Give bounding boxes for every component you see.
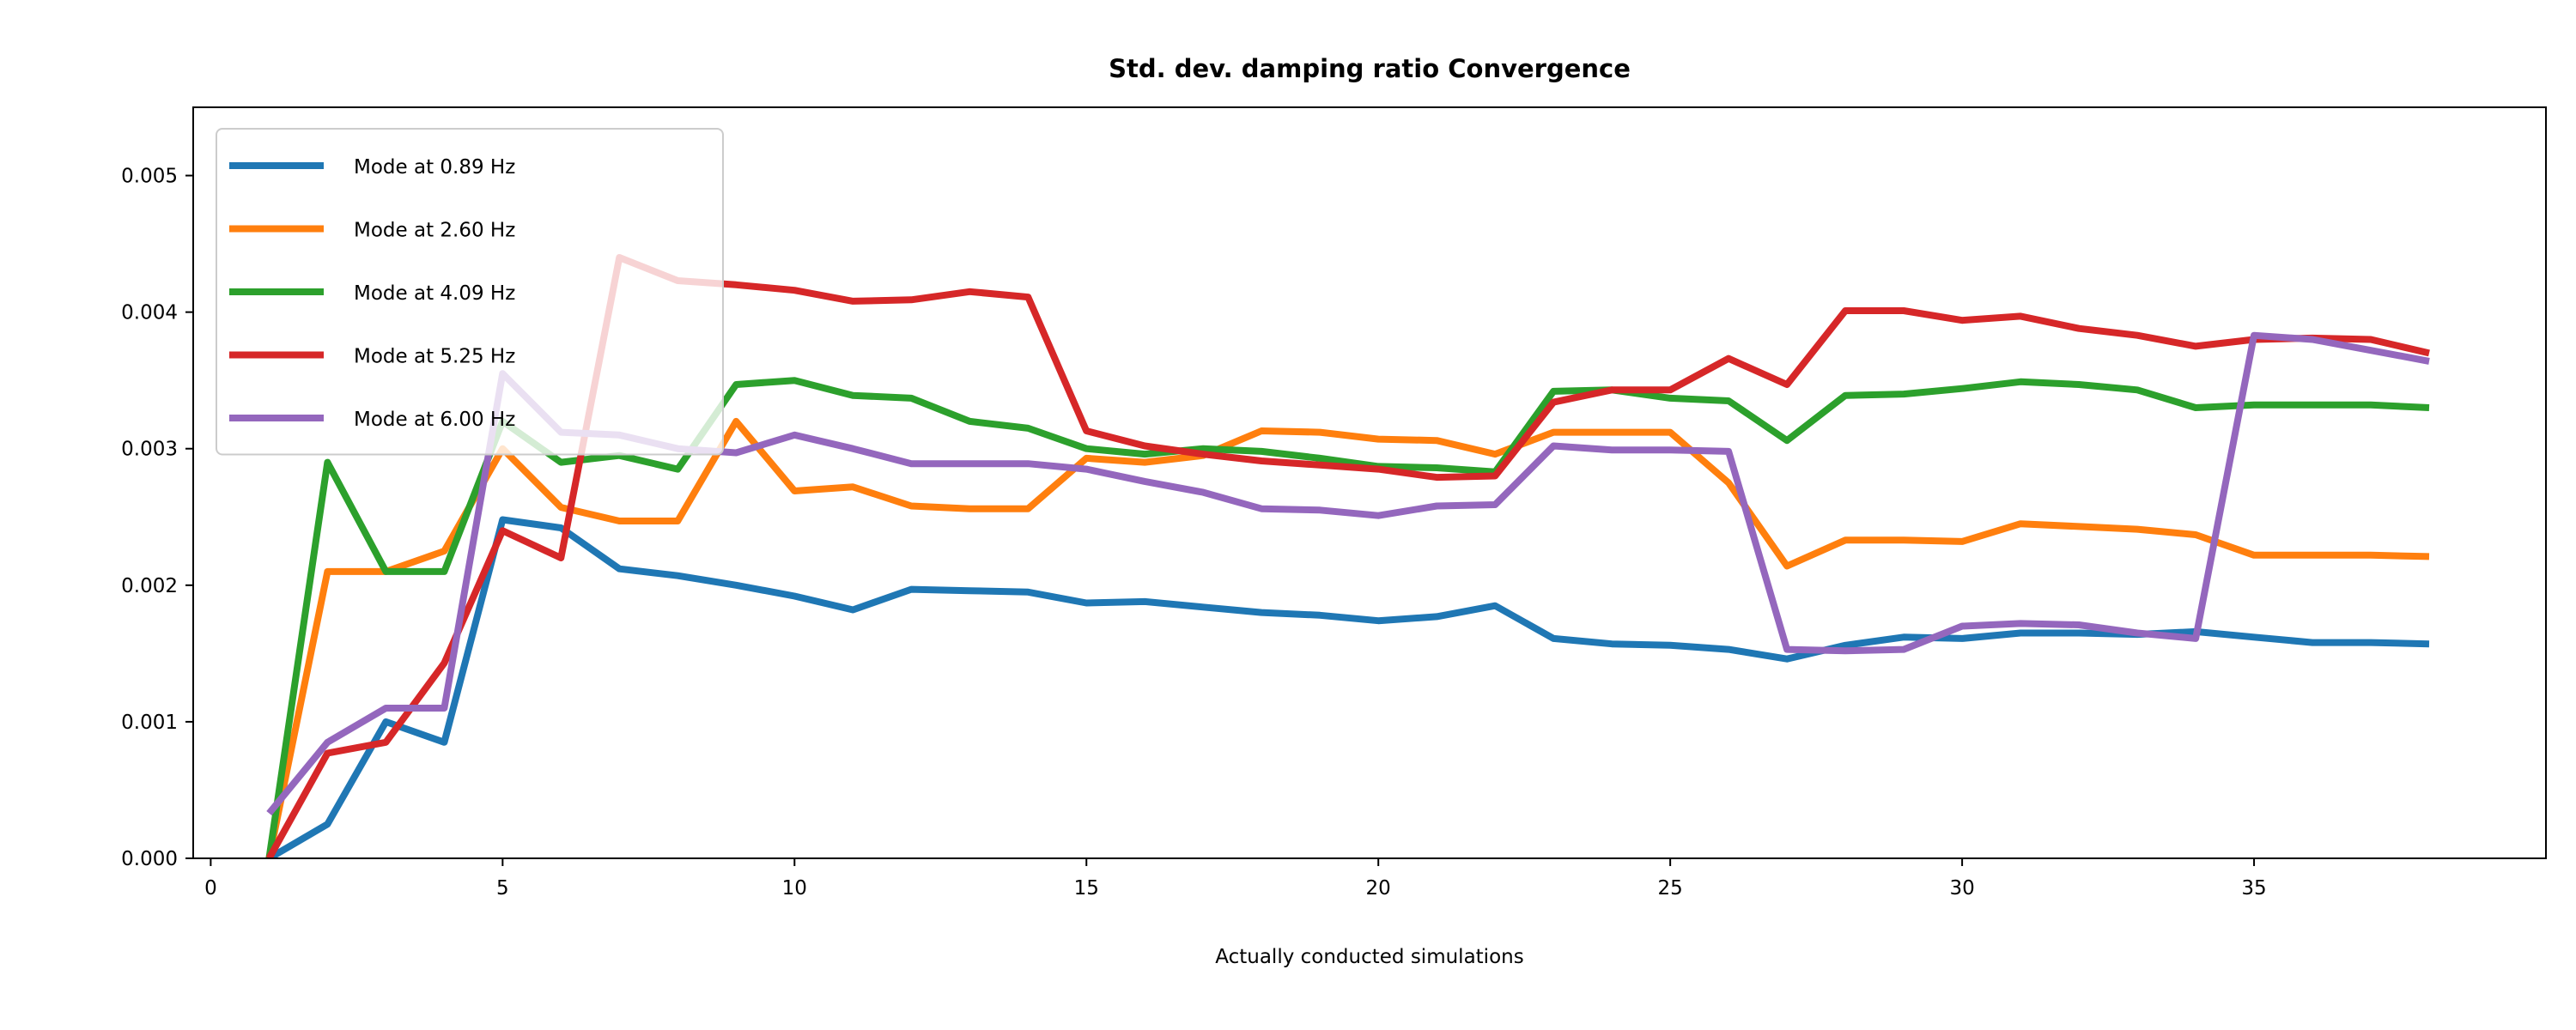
series-line-3	[265, 377, 2430, 858]
x-axis: 0 5 10 15 20 25 30 35	[204, 858, 2267, 900]
legend-label-5: Mode at 6.00 Hz	[354, 409, 515, 431]
x-tick-label: 0	[204, 877, 217, 900]
y-tick-label: 0.001	[121, 712, 178, 734]
series-line-1	[267, 516, 2430, 858]
legend-label-4: Mode at 5.25 Hz	[354, 346, 515, 368]
legend: Mode at 0.89 Hz Mode at 2.60 Hz Mode at 4.…	[216, 128, 724, 456]
y-tick-label: 0.003	[121, 439, 178, 461]
y-tick-label: 0.004	[121, 302, 178, 324]
series-line-2	[265, 417, 2430, 858]
x-tick-label: 15	[1074, 877, 1099, 900]
x-tick-label: 25	[1658, 877, 1683, 900]
x-tick-label: 5	[496, 877, 509, 900]
y-tick-label: 0.000	[121, 848, 178, 870]
legend-label-1: Mode at 0.89 Hz	[354, 156, 515, 179]
y-axis: 0.000 0.001 0.002 0.003 0.004 0.005	[121, 166, 193, 870]
chart-title: Std. dev. damping ratio Convergence	[1109, 54, 1631, 83]
plot-frame	[192, 106, 2547, 859]
x-axis-label: Actually conducted simulations	[1215, 946, 1523, 968]
legend-label-2: Mode at 2.60 Hz	[354, 220, 515, 242]
y-tick-label: 0.005	[121, 166, 178, 188]
legend-label-3: Mode at 4.09 Hz	[354, 282, 515, 305]
x-tick-label: 20	[1366, 877, 1391, 900]
x-tick-label: 10	[782, 877, 807, 900]
x-tick-label: 30	[1949, 877, 1974, 900]
y-tick-label: 0.002	[121, 575, 178, 597]
x-tick-label: 35	[2241, 877, 2266, 900]
legend-box	[216, 128, 724, 456]
